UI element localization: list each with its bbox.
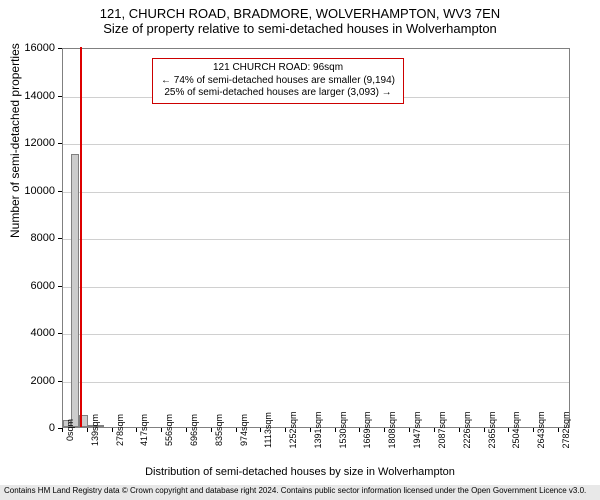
highlight-line bbox=[80, 47, 82, 427]
x-tick bbox=[236, 428, 237, 432]
title-main: 121, CHURCH ROAD, BRADMORE, WOLVERHAMPTO… bbox=[0, 6, 600, 21]
y-tick-label: 10000 bbox=[15, 185, 55, 197]
x-tick bbox=[260, 428, 261, 432]
x-tick bbox=[508, 428, 509, 432]
x-tick bbox=[359, 428, 360, 432]
y-tick-label: 8000 bbox=[15, 232, 55, 244]
annotation-box: 121 CHURCH ROAD: 96sqm ← 74% of semi-det… bbox=[152, 58, 404, 104]
histogram-bar bbox=[71, 154, 79, 427]
chart-container bbox=[62, 48, 570, 428]
x-tick-label: 1113sqm bbox=[263, 412, 273, 448]
grid-line bbox=[63, 382, 569, 383]
y-tick-label: 14000 bbox=[15, 90, 55, 102]
x-tick bbox=[335, 428, 336, 432]
x-tick bbox=[62, 428, 63, 432]
x-tick bbox=[310, 428, 311, 432]
x-tick-label: 2087sqm bbox=[437, 411, 447, 448]
x-tick bbox=[409, 428, 410, 432]
title-block: 121, CHURCH ROAD, BRADMORE, WOLVERHAMPTO… bbox=[0, 0, 600, 38]
footer: Contains HM Land Registry data © Crown c… bbox=[0, 485, 600, 500]
x-tick-label: 1947sqm bbox=[412, 411, 422, 448]
x-tick bbox=[112, 428, 113, 432]
y-tick-label: 16000 bbox=[15, 42, 55, 54]
title-sub: Size of property relative to semi-detach… bbox=[0, 21, 600, 36]
grid-line bbox=[63, 287, 569, 288]
y-tick-label: 4000 bbox=[15, 327, 55, 339]
x-tick bbox=[161, 428, 162, 432]
x-tick-label: 2782sqm bbox=[561, 411, 571, 448]
x-tick bbox=[136, 428, 137, 432]
x-axis-title: Distribution of semi-detached houses by … bbox=[0, 466, 600, 478]
y-tick-label: 12000 bbox=[15, 137, 55, 149]
x-tick-label: 1808sqm bbox=[387, 411, 397, 448]
footer-line2: Contains public sector information licen… bbox=[281, 486, 587, 495]
x-tick bbox=[434, 428, 435, 432]
x-tick-label: 417sqm bbox=[139, 414, 149, 446]
y-tick-label: 2000 bbox=[15, 375, 55, 387]
x-tick bbox=[459, 428, 460, 432]
x-tick-label: 2504sqm bbox=[511, 411, 521, 448]
annotation-line3: 25% of semi-detached houses are larger (… bbox=[161, 87, 395, 100]
grid-line bbox=[63, 144, 569, 145]
x-tick-label: 1391sqm bbox=[313, 411, 323, 448]
y-tick-label: 0 bbox=[15, 422, 55, 434]
x-tick-label: 1530sqm bbox=[338, 411, 348, 448]
x-tick-label: 556sqm bbox=[164, 414, 174, 446]
annotation-line1: 121 CHURCH ROAD: 96sqm bbox=[161, 62, 395, 75]
x-tick-label: 0sqm bbox=[65, 419, 75, 441]
grid-line bbox=[63, 192, 569, 193]
x-tick-label: 1669sqm bbox=[362, 411, 372, 448]
x-tick-label: 278sqm bbox=[115, 414, 125, 446]
x-tick bbox=[533, 428, 534, 432]
grid-line bbox=[63, 334, 569, 335]
x-tick bbox=[285, 428, 286, 432]
x-tick-label: 2365sqm bbox=[487, 411, 497, 448]
x-tick-label: 2226sqm bbox=[462, 411, 472, 448]
x-axis-labels: 0sqm139sqm278sqm417sqm556sqm696sqm835sqm… bbox=[62, 430, 570, 460]
y-tick-label: 6000 bbox=[15, 280, 55, 292]
x-tick bbox=[484, 428, 485, 432]
x-tick-label: 696sqm bbox=[189, 414, 199, 446]
x-tick-label: 835sqm bbox=[214, 414, 224, 446]
x-tick-label: 139sqm bbox=[90, 414, 100, 446]
plot-area bbox=[62, 48, 570, 428]
x-tick-label: 2643sqm bbox=[536, 411, 546, 448]
y-axis-labels: 0200040006000800010000120001400016000 bbox=[18, 48, 58, 428]
x-tick bbox=[186, 428, 187, 432]
x-tick-label: 1252sqm bbox=[288, 411, 298, 448]
x-tick bbox=[384, 428, 385, 432]
footer-line1: Contains HM Land Registry data © Crown c… bbox=[4, 486, 279, 495]
x-tick bbox=[558, 428, 559, 432]
grid-line bbox=[63, 239, 569, 240]
annotation-line2: ← 74% of semi-detached houses are smalle… bbox=[161, 75, 395, 88]
x-tick bbox=[211, 428, 212, 432]
x-tick-label: 974sqm bbox=[239, 414, 249, 446]
x-tick bbox=[87, 428, 88, 432]
